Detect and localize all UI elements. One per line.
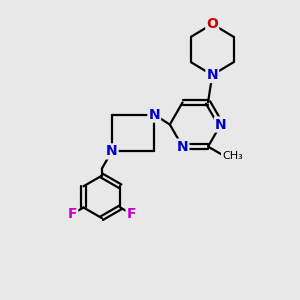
Text: CH₃: CH₃ — [222, 152, 243, 161]
Text: N: N — [206, 68, 218, 82]
Text: N: N — [215, 118, 226, 131]
Text: F: F — [127, 207, 136, 221]
Text: F: F — [68, 207, 77, 221]
Text: N: N — [106, 144, 118, 158]
Text: N: N — [177, 140, 188, 154]
Text: O: O — [206, 17, 218, 31]
Text: N: N — [148, 108, 160, 122]
